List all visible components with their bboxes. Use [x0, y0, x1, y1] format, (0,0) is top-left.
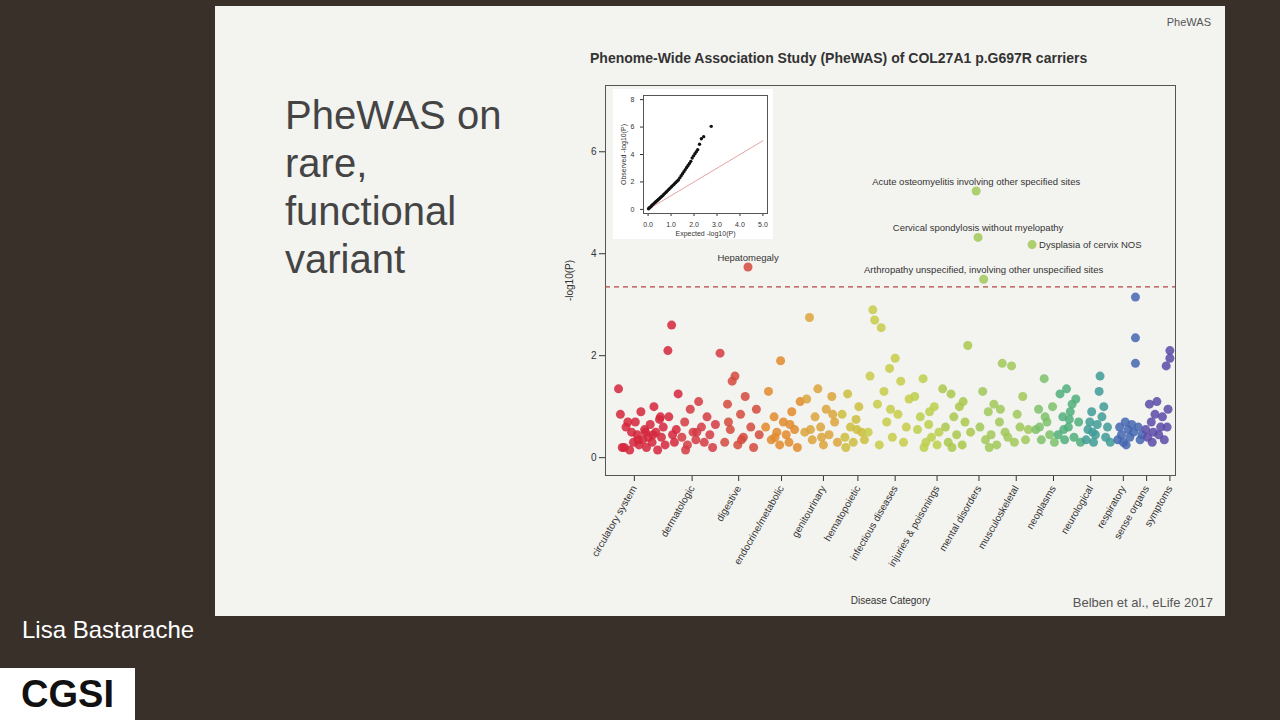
svg-text:Disease Category: Disease Category [851, 595, 930, 606]
svg-text:neoplasms: neoplasms [1024, 484, 1058, 531]
svg-text:circulatory system: circulatory system [589, 484, 639, 559]
html-text:PheWAS: PheWAS [1166, 16, 1211, 28]
svg-text:2: 2 [591, 350, 597, 361]
svg-text:4.0: 4.0 [735, 221, 745, 228]
svg-text:5.0: 5.0 [758, 221, 768, 228]
svg-text:2: 2 [631, 178, 635, 185]
svg-text:0: 0 [591, 452, 597, 463]
svg-text:6: 6 [591, 146, 597, 157]
svg-text:neurological: neurological [1059, 484, 1095, 536]
svg-text:-log10(P): -log10(P) [564, 260, 575, 301]
svg-text:dermatologic: dermatologic [658, 484, 696, 539]
svg-text:injuries & poisonings: injuries & poisonings [886, 484, 941, 569]
svg-text:4: 4 [591, 248, 597, 259]
svg-text:Observed -log10(P): Observed -log10(P) [620, 124, 628, 185]
svg-text:respiratory: respiratory [1094, 483, 1128, 530]
svg-text:2.0: 2.0 [689, 221, 699, 228]
svg-text:Dysplasia of cervix NOS: Dysplasia of cervix NOS [1039, 239, 1141, 250]
html-text:Phenome-Wide Association Study: Phenome-Wide Association Study (PheWAS) … [590, 50, 1088, 66]
svg-text:musculoskeletal: musculoskeletal [976, 484, 1021, 551]
svg-text:0: 0 [631, 206, 635, 213]
svg-text:Arthropathy unspecified, invol: Arthropathy unspecified, involving other… [864, 264, 1103, 275]
svg-text:3.0: 3.0 [712, 221, 722, 228]
svg-text:infectious diseases: infectious diseases [848, 484, 900, 563]
svg-text:6: 6 [631, 123, 635, 130]
svg-text:hematopoietic: hematopoietic [822, 484, 863, 543]
svg-text:genitourinary: genitourinary [790, 484, 828, 540]
svg-text:Cervical spondylosis without m: Cervical spondylosis without myelopathy [893, 222, 1064, 233]
svg-text:Hepatomegaly: Hepatomegaly [717, 252, 779, 263]
svg-text:digestive: digestive [714, 483, 743, 523]
svg-text:endocrine/metabolic: endocrine/metabolic [732, 484, 786, 567]
svg-text:symptoms: symptoms [1142, 484, 1174, 529]
svg-text:Expected -log10(P): Expected -log10(P) [676, 230, 736, 238]
svg-text:1.0: 1.0 [666, 221, 676, 228]
html-text:Lisa Bastarache: Lisa Bastarache [22, 616, 195, 643]
svg-text:Acute osteomyelitis involving: Acute osteomyelitis involving other spec… [872, 176, 1080, 187]
svg-text:4: 4 [631, 151, 635, 158]
html-text:PheWAS on rare, functional var: PheWAS on rare, functional variant [285, 93, 502, 281]
svg-text:sense organs: sense organs [1112, 484, 1152, 542]
svg-text:8: 8 [631, 96, 635, 103]
svg-text:0.0: 0.0 [643, 221, 653, 228]
svg-text:mental disorders: mental disorders [937, 483, 984, 554]
html-text:CGSI: CGSI [21, 673, 114, 715]
html-text:Belben et al., eLife 2017: Belben et al., eLife 2017 [1072, 595, 1213, 610]
